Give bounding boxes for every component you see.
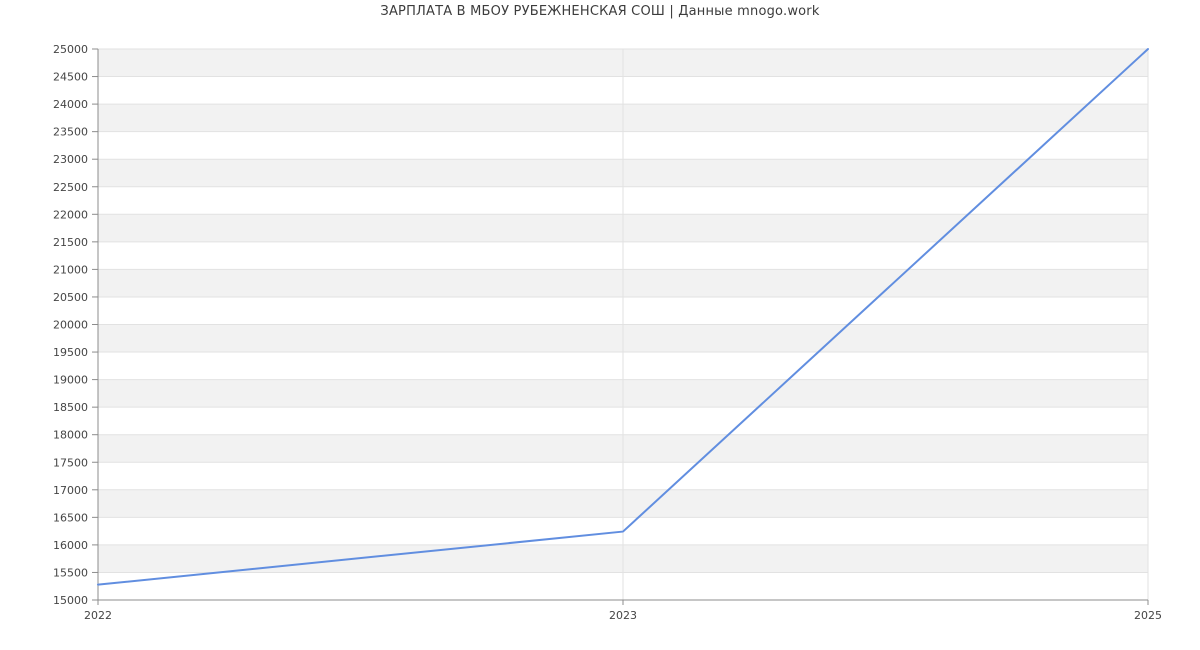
y-tick-label: 21000 [53, 263, 88, 276]
y-tick-label: 23000 [53, 153, 88, 166]
y-tick-label: 19500 [53, 346, 88, 359]
y-tick-label: 24000 [53, 98, 88, 111]
y-tick-label: 15500 [53, 566, 88, 579]
y-tick-label: 22000 [53, 208, 88, 221]
y-tick-label: 17000 [53, 484, 88, 497]
y-tick-label: 24500 [53, 71, 88, 84]
y-tick-label: 18500 [53, 401, 88, 414]
x-tick-label: 2025 [1134, 609, 1162, 622]
y-tick-label: 22500 [53, 181, 88, 194]
y-tick-label: 15000 [53, 594, 88, 607]
y-tick-label: 16500 [53, 511, 88, 524]
y-tick-label: 23500 [53, 126, 88, 139]
x-tick-label: 2022 [84, 609, 112, 622]
y-tick-label: 20500 [53, 291, 88, 304]
y-tick-label: 18000 [53, 429, 88, 442]
x-tick-label: 2023 [609, 609, 637, 622]
y-tick-label: 21500 [53, 236, 88, 249]
y-tick-label: 16000 [53, 539, 88, 552]
y-tick-label: 25000 [53, 43, 88, 56]
chart-title: ЗАРПЛАТА В МБОУ РУБЕЖНЕНСКАЯ СОШ | Данны… [380, 4, 820, 19]
y-tick-label: 19000 [53, 374, 88, 387]
y-tick-label: 20000 [53, 319, 88, 332]
y-tick-label: 17500 [53, 456, 88, 469]
series-line [97, 48, 1149, 586]
